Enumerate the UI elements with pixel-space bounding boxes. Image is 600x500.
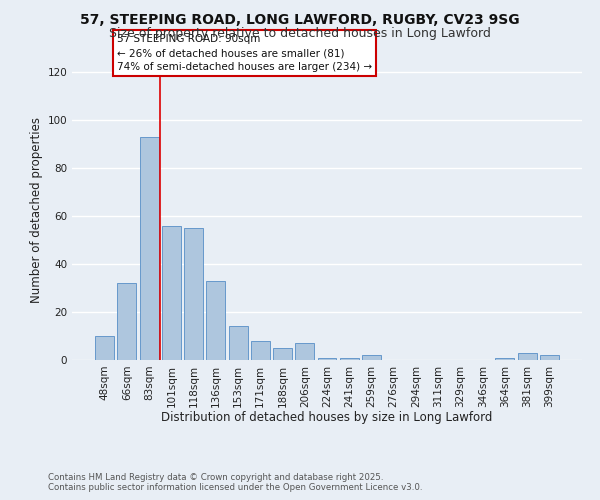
Bar (206, 281, 225, 360)
Text: Contains HM Land Registry data © Crown copyright and database right 2025.
Contai: Contains HM Land Registry data © Crown c… (48, 473, 422, 492)
Bar (295, 343, 314, 360)
Bar (229, 326, 248, 360)
Bar (496, 358, 514, 360)
Bar (340, 358, 359, 360)
Bar (362, 355, 381, 360)
Y-axis label: Number of detached properties: Number of detached properties (30, 117, 43, 303)
Bar (518, 353, 536, 360)
Bar (273, 348, 292, 360)
Text: Size of property relative to detached houses in Long Lawford: Size of property relative to detached ho… (109, 28, 491, 40)
Bar (184, 228, 203, 360)
Bar (140, 137, 158, 360)
Bar (317, 358, 337, 360)
Bar (540, 355, 559, 360)
Bar (251, 341, 270, 360)
Text: 57, STEEPING ROAD, LONG LAWFORD, RUGBY, CV23 9SG: 57, STEEPING ROAD, LONG LAWFORD, RUGBY, … (80, 12, 520, 26)
Bar (95, 336, 114, 360)
Bar (162, 226, 181, 360)
Text: 57 STEEPING ROAD: 90sqm
← 26% of detached houses are smaller (81)
74% of semi-de: 57 STEEPING ROAD: 90sqm ← 26% of detache… (117, 34, 372, 72)
Bar (118, 283, 136, 360)
X-axis label: Distribution of detached houses by size in Long Lawford: Distribution of detached houses by size … (161, 411, 493, 424)
